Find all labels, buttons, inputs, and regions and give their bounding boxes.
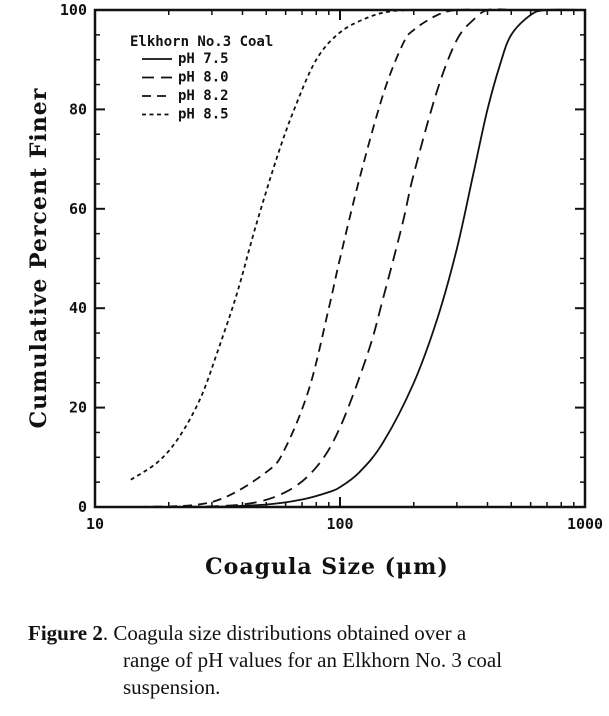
caption-line-1: . Coagula size distributions obtained ov… — [102, 621, 467, 645]
x-tick-label: 100 — [326, 515, 353, 533]
series-line-2 — [168, 8, 512, 508]
y-axis-title: Cumulative Percent Finer — [26, 88, 52, 429]
legend-title: Elkhorn No.3 Coal — [130, 34, 273, 50]
legend-label-2: pH 8.0 — [178, 70, 229, 86]
series-line-4 — [130, 9, 438, 481]
caption-line-3: suspension. — [123, 675, 221, 699]
legend: Elkhorn No.3 Coal pH 7.5 pH 8.0 pH 8.2 pH 8… — [130, 34, 273, 123]
y-tick-label: 0 — [78, 498, 87, 516]
y-tick-label: 100 — [60, 1, 87, 19]
series-line-1 — [211, 8, 586, 508]
y-tick-label: 40 — [69, 299, 87, 317]
caption-line-2: range of pH values for an Elkhorn No. 3 … — [123, 648, 503, 672]
x-tick-label: 10 — [86, 515, 104, 533]
x-axis-title: Coagula Size (μm) — [205, 554, 449, 580]
series-lines — [130, 8, 586, 508]
legend-label-3: pH 8.2 — [178, 88, 229, 104]
x-tick-label: 1000 — [567, 515, 603, 533]
chart: 0 20 40 60 80 100 10 100 1000 Elkhorn No.3 Coal … — [26, 1, 603, 580]
legend-label-4: pH 8.5 — [178, 107, 229, 123]
series-line-3 — [138, 8, 488, 508]
axis-ticks: 0 20 40 60 80 100 10 100 1000 — [60, 1, 603, 533]
figure-label: Figure 2 — [28, 621, 103, 645]
legend-label-1: pH 7.5 — [178, 51, 229, 67]
figure-caption: Figure 2. Coagula size distributions obt… — [28, 620, 603, 701]
y-tick-label: 80 — [69, 100, 87, 118]
y-tick-label: 60 — [69, 200, 87, 218]
y-tick-label: 20 — [69, 399, 87, 417]
